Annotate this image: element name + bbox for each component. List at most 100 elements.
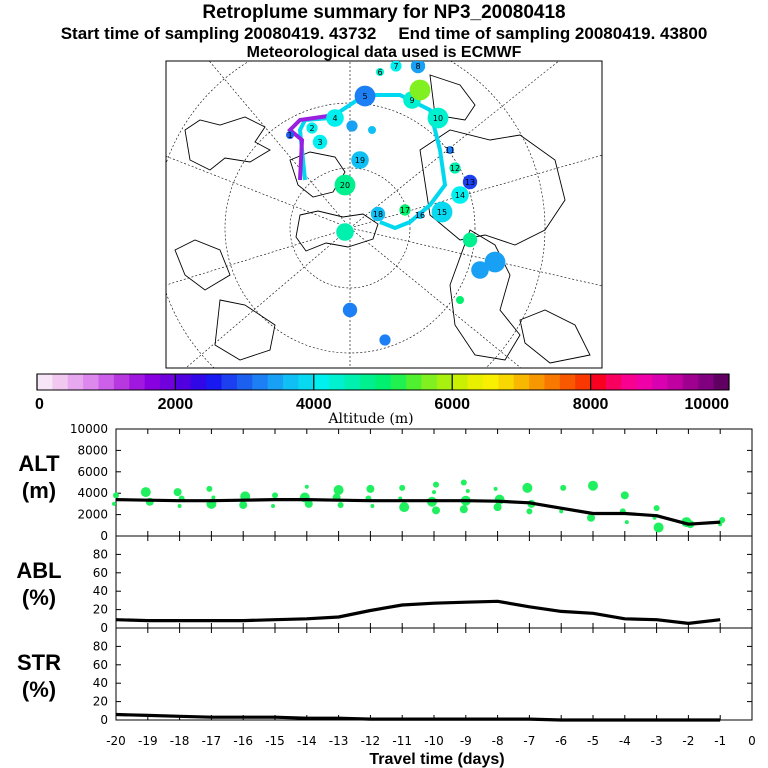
map-point-label: 10 [433, 114, 443, 123]
alt-scatter-point [399, 502, 410, 513]
colorbar-swatch [113, 374, 130, 390]
map-point-label: 13 [465, 178, 475, 187]
panel-label: ABL [16, 558, 61, 583]
map-centroid-point [368, 126, 376, 134]
colorbar-swatch [144, 374, 161, 390]
alt-scatter-point [465, 489, 470, 494]
map-centroid-point [410, 61, 426, 74]
map-point-label: 11 [445, 146, 455, 155]
purple-trajectory [287, 113, 336, 181]
map-centroid-point [342, 302, 358, 318]
x-tick-label: -7 [523, 734, 535, 748]
map-centroid-point [346, 120, 358, 132]
map-centroid-point [456, 296, 464, 304]
colorbar-swatch [621, 374, 638, 390]
map-centroid-point [390, 61, 402, 72]
map-point-label: 16 [415, 211, 425, 220]
x-axis: -20 -19 -18 -17 -16 -15 -14 -13 -12 -11 -10 -9 -8 -7-… [106, 734, 756, 768]
alt-scatter-point [433, 481, 439, 488]
colorbar-swatch [375, 374, 392, 390]
panel-frame [115, 627, 753, 721]
colorbar-swatch [313, 374, 330, 390]
y-tick-label: 80 [93, 547, 108, 561]
map-point-label: 5 [362, 92, 367, 101]
map-point-label: 1 [287, 131, 292, 140]
panel-label: ALT [18, 451, 60, 476]
x-tick-label: -12 [361, 734, 381, 748]
panel-label: (%) [22, 585, 56, 610]
alt-scatter-point [522, 482, 533, 493]
map-point-label: 4 [332, 114, 337, 123]
x-tick-label: -20 [106, 734, 126, 748]
alt-scatter-point [271, 504, 275, 509]
map-point-label: 15 [437, 208, 447, 217]
x-tick-label: -15 [265, 734, 285, 748]
alt-scatter-point [653, 505, 660, 512]
x-tick-label: -18 [170, 734, 190, 748]
alt-scatter-point [587, 513, 595, 522]
colorbar-swatch [482, 374, 499, 390]
alt-scatter-point [460, 479, 467, 486]
y-tick-label: 2000 [77, 508, 108, 522]
y-tick-label: 60 [93, 566, 108, 580]
y-tick-label: 20 [93, 695, 108, 709]
map-centroid-point [336, 223, 354, 241]
colorbar-swatch [467, 374, 484, 390]
map-centroid-point [399, 204, 411, 216]
colorbar-swatch [513, 374, 530, 390]
panel-label: STR [17, 650, 61, 675]
coastlines [174, 74, 591, 364]
x-tick-label: -16 [233, 734, 253, 748]
colorbar-swatch [667, 374, 684, 390]
map-centroid-point [484, 251, 506, 273]
map-centroid-point [462, 174, 478, 190]
map-point-label: 17 [400, 206, 410, 215]
colorbar-swatch [236, 374, 253, 390]
colorbar-swatch [406, 374, 422, 390]
alt-scatter-point [559, 509, 564, 514]
map-centroid-point [312, 134, 328, 150]
end-time-label: End time of sampling 20080419. 43800 [398, 24, 708, 43]
y-tick-label: 80 [93, 639, 108, 653]
colorbar-tick-label: 4000 [296, 396, 332, 413]
alt-scatter-point [333, 484, 344, 495]
map-point-label: 2 [309, 124, 314, 133]
alt-scatter-point [526, 508, 533, 515]
colorbar-swatch [436, 374, 453, 390]
y-tick-label: 20 [93, 603, 108, 617]
colorbar-swatch [359, 374, 376, 390]
colorbar-label: Altitude (m) [327, 411, 413, 427]
map-point-label: 8 [415, 62, 420, 71]
colorbar-swatch [52, 374, 69, 390]
panel-alt: 0 2000 4000 6000 8000 10000 ALT(m) [18, 422, 753, 543]
colorbar-swatch [83, 374, 100, 390]
colorbar-swatch [590, 374, 607, 390]
alt-scatter-point [304, 484, 309, 489]
timeseries-panels: 0200040006000800010000ALT(m)020406080ABL… [16, 422, 755, 768]
x-tick-label: 0 [748, 734, 756, 748]
x-tick-label: -3 [651, 734, 663, 748]
colorbar-swatch [421, 374, 438, 390]
colorbar-tick-label: 2000 [158, 396, 194, 413]
y-tick-label: 0 [100, 713, 108, 727]
colorbar-swatch [344, 374, 361, 390]
map-point-label: 3 [317, 138, 322, 147]
x-axis-label: Travel time (days) [369, 751, 504, 768]
alt-scatter-point [588, 480, 598, 491]
colorbar-swatch [329, 374, 346, 390]
map-centroid-point [370, 206, 386, 222]
panel-abl: 0 20 40 60 80 ABL(%) [16, 535, 753, 635]
map-point-label: 7 [393, 62, 398, 71]
map-point-label: 9 [409, 96, 414, 105]
y-tick-label: 0 [100, 529, 108, 543]
alt-scatter-point [432, 506, 440, 515]
met-data-label: Meteorological data used is ECMWF [246, 44, 522, 61]
colorbar-swatch [252, 374, 269, 390]
colorbar-swatch [713, 374, 730, 390]
colorbar-swatch [682, 374, 699, 390]
x-tick-label: -17 [202, 734, 222, 748]
alt-scatter-point [366, 484, 375, 493]
colorbar-swatch [529, 374, 545, 390]
alt-scatter-point [620, 491, 629, 500]
